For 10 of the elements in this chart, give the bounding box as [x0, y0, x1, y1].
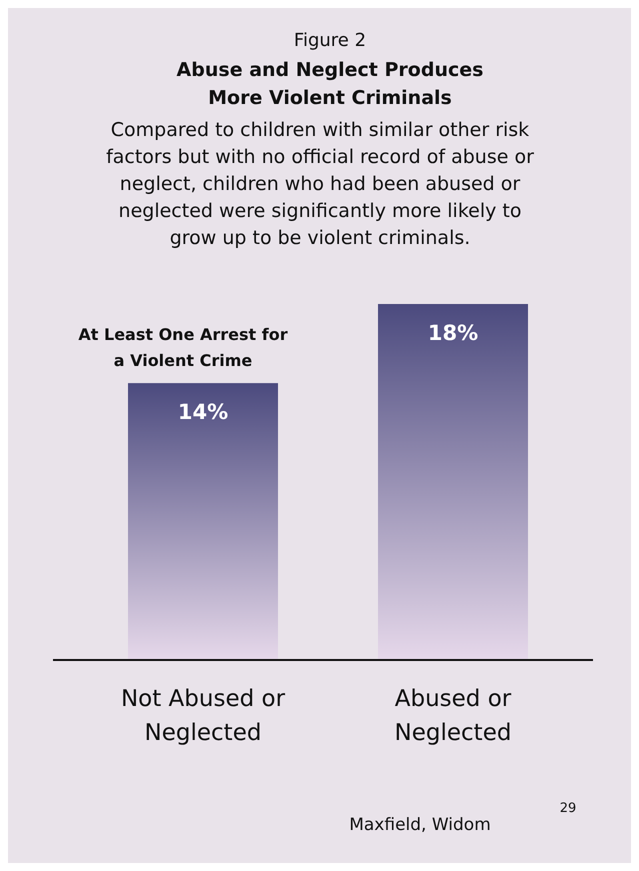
x-tick-label: Not Abused or Neglected: [120, 686, 286, 746]
text: 29: [560, 801, 576, 816]
annotation: At Least One Arrest for a Violent Crime: [78, 325, 288, 370]
chart-title: Abuse and Neglect Produces More Violent Criminals: [176, 59, 484, 109]
data-label: 18%: [428, 321, 478, 345]
chart-subtitle: Compared to children with similar other risk factors but with no official record of abuse or neglect, children who had been abused or neglected were significantly more likely to grow up to be violent criminals.: [106, 119, 534, 249]
data-label: 14%: [178, 400, 228, 424]
caption: Figure 2: [294, 30, 366, 51]
text: Maxfield, Widom: [349, 815, 491, 835]
x-tick-label: Abused or Neglected: [394, 686, 512, 746]
